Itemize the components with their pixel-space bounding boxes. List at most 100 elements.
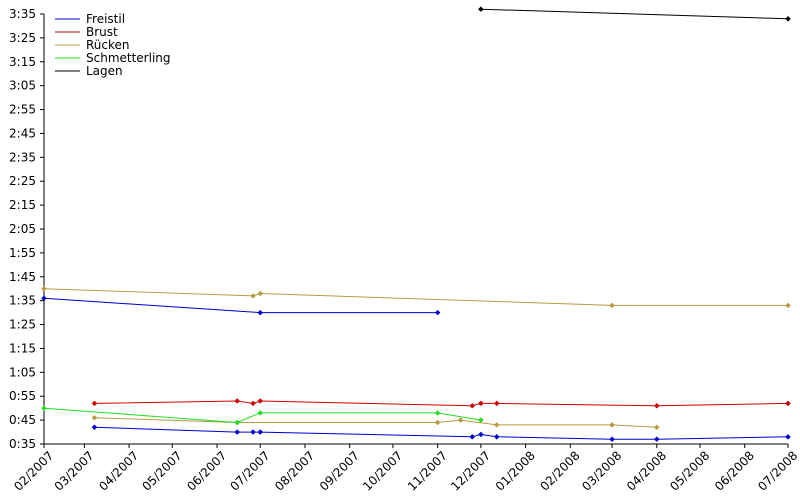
data-point [434,419,441,426]
x-tick-label: 03/2007 [52,448,97,493]
data-point [257,410,264,416]
series-brust [91,398,791,409]
data-point [469,402,476,409]
data-point [257,398,264,404]
x-tick-label: 05/2008 [667,448,712,493]
data-point [609,436,615,443]
y-axis-ticks: 0:35 0:45 0:55 1:05 1:15 1:25 1:35 1:45 1:55 2:05… [9,7,44,451]
data-point [234,419,241,426]
data-point [469,433,476,440]
data-point [785,302,791,309]
data-point [785,15,791,22]
data-point [478,431,484,438]
series-line [43,288,788,306]
y-tick-label: 2:55 [9,103,36,117]
data-point [41,295,47,302]
x-tick-label: 03/2008 [579,448,624,493]
y-tick-label: 1:05 [9,365,36,379]
data-point [91,424,98,431]
legend-item: Schmetterling [55,51,171,65]
y-tick-label: 1:25 [9,318,36,332]
data-point [250,293,256,299]
x-tick-label: 11/2007 [405,448,450,493]
y-tick-label: 1:55 [9,246,36,260]
data-point [653,402,660,409]
y-tick-label: 3:15 [9,55,36,69]
x-tick-label: 04/2008 [624,448,669,493]
legend-item: Brust [55,25,118,39]
series-line [480,8,789,20]
y-tick-label: 3:05 [9,79,36,93]
data-point [493,400,500,407]
series-schmetterling [41,405,484,426]
data-point [785,400,791,407]
data-point [478,417,484,423]
y-tick-label: 1:45 [9,270,36,284]
x-tick-label: 10/2007 [360,448,405,493]
data-point [493,433,500,440]
data-point [493,422,500,428]
data-point [457,417,464,423]
legend-item: Lagen [55,64,123,78]
series-line [94,417,657,428]
y-tick-label: 0:45 [9,413,36,427]
x-tick-label: 04/2007 [96,448,141,493]
y-tick-label: 2:45 [9,126,36,140]
data-point [785,433,791,440]
y-tick-label: 1:15 [9,341,36,355]
data-point [609,302,615,309]
data-point [41,405,47,412]
data-point [41,285,47,292]
data-point [609,422,615,428]
y-tick-label: 3:25 [9,31,36,45]
y-tick-label: 1:35 [9,294,36,308]
y-tick-label: 2:15 [9,198,36,212]
y-tick-label: 0:35 [9,437,36,451]
data-point [257,309,264,316]
x-tick-label: 07/2007 [227,448,272,493]
x-tick-label: 07/2008 [755,448,800,493]
x-tick-label: 06/2007 [184,448,229,493]
y-tick-label: 2:05 [9,222,36,236]
y-tick-label: 3:35 [9,7,36,21]
series-freistil [91,424,791,443]
legend-label: Schmetterling [86,51,171,65]
data-point [257,429,264,435]
x-tick-label: 08/2007 [272,448,317,493]
data-point [91,400,98,407]
series-lagen [478,6,791,22]
data-point [434,410,441,416]
legend-item: Rücken [55,38,130,52]
data-point [234,429,241,435]
legend-label: Rücken [86,38,130,52]
legend-label: Lagen [86,64,123,78]
data-point [234,398,241,404]
series-line [94,400,789,407]
series-freistil [41,295,441,316]
series-line [94,426,789,440]
x-tick-label: 09/2007 [317,448,362,493]
series-line [43,407,481,424]
y-tick-label: 2:25 [9,174,36,188]
series-r-cken [91,414,660,431]
data-point [478,400,484,407]
x-tick-label: 02/2008 [537,448,582,493]
y-tick-label: 0:55 [9,389,36,403]
data-point [653,436,660,443]
x-tick-label: 02/2007 [11,448,56,493]
x-tick-label: 06/2008 [712,448,757,493]
x-tick-label: 01/2008 [493,448,538,493]
data-point [478,6,484,13]
legend-label: Brust [86,25,118,39]
legend-label: Freistil [86,12,125,26]
data-point [250,429,256,435]
data-point [91,414,98,421]
axes [43,14,788,445]
series-r-cken [41,285,791,309]
x-tick-label: 05/2007 [140,448,185,493]
y-tick-label: 2:35 [9,150,36,164]
x-tick-label: 12/2007 [448,448,493,493]
